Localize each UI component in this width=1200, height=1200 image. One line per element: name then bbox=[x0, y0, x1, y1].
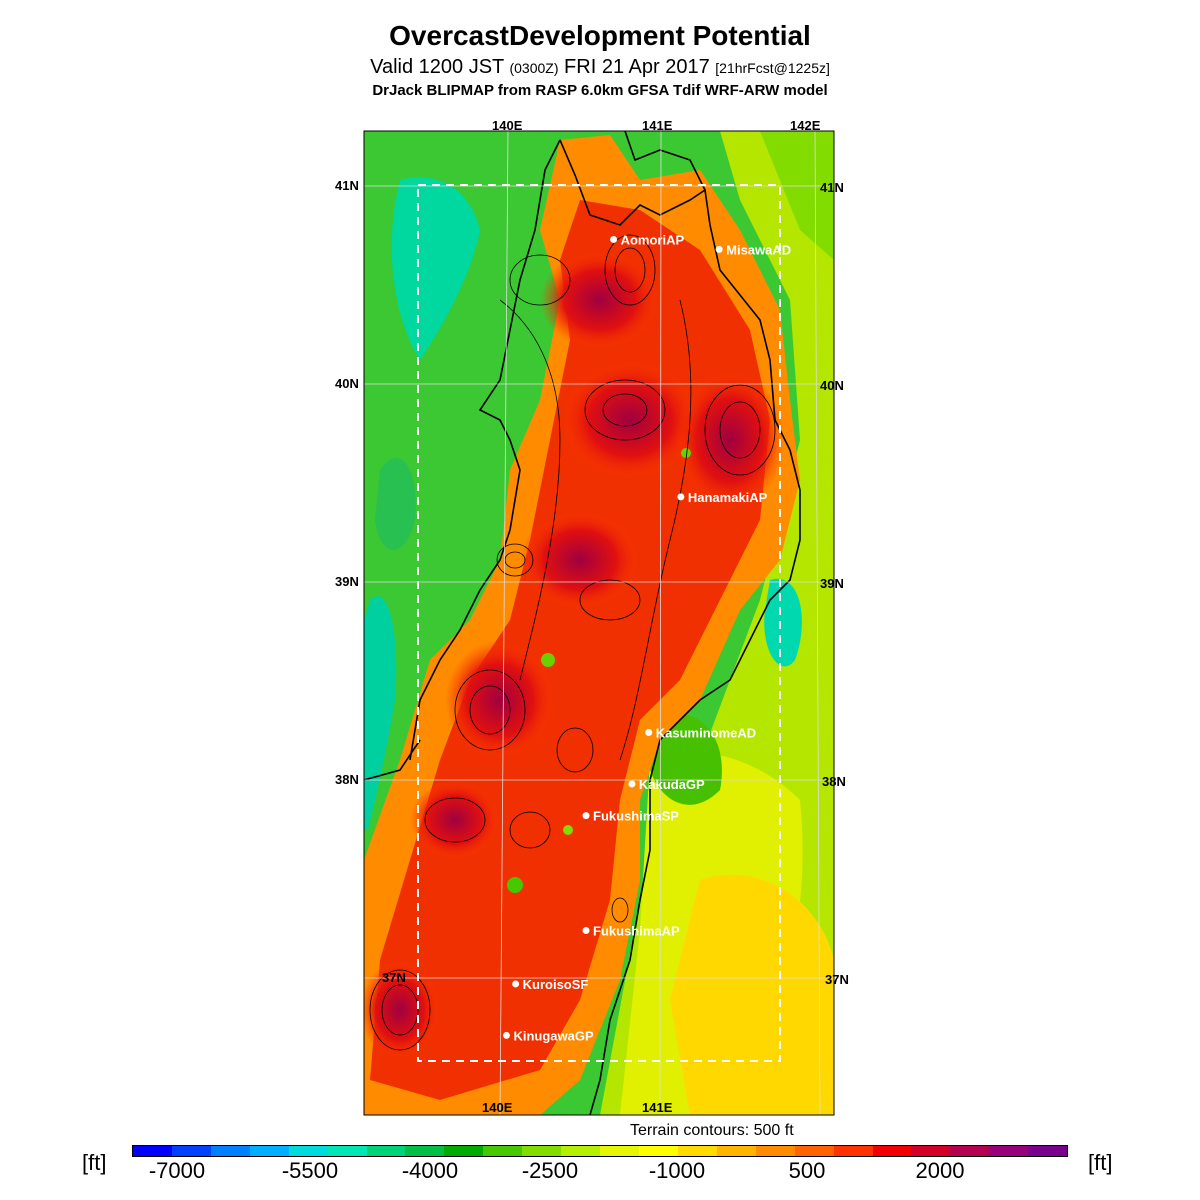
unit-label-left: [ft] bbox=[82, 1150, 107, 1175]
location-dot bbox=[582, 926, 590, 934]
location-label: KakudaGP bbox=[639, 777, 705, 792]
location-dot bbox=[628, 780, 636, 788]
location-label: HanamakiAP bbox=[688, 490, 768, 505]
lat-left-41: 41N bbox=[335, 178, 359, 193]
color-scale-swatch bbox=[249, 1146, 289, 1156]
color-scale-tick-label: 2000 bbox=[915, 1158, 965, 1183]
color-scale-swatch bbox=[327, 1146, 367, 1156]
lon-top-140: 140E bbox=[492, 118, 523, 133]
color-scale-swatch bbox=[522, 1146, 562, 1156]
location-dot bbox=[715, 245, 723, 253]
location-marker: HanamakiAP bbox=[677, 490, 768, 505]
color-scale-swatch bbox=[716, 1146, 756, 1156]
color-scale-swatch bbox=[171, 1146, 211, 1156]
lat-right-39: 39N bbox=[820, 576, 844, 591]
color-scale-swatch bbox=[755, 1146, 795, 1156]
location-dot bbox=[677, 493, 685, 501]
graticule bbox=[364, 130, 834, 1116]
lon-bottom-141: 141E bbox=[642, 1100, 673, 1115]
color-scale-tick-label: -5500 bbox=[281, 1158, 339, 1183]
location-dot bbox=[502, 1031, 510, 1039]
color-scale-swatch bbox=[989, 1146, 1029, 1156]
lat-right-40: 40N bbox=[820, 378, 844, 393]
location-marker: FukushimaAP bbox=[582, 923, 680, 938]
lat-right-38: 38N bbox=[822, 774, 846, 789]
color-scale-swatch bbox=[1028, 1146, 1068, 1156]
location-label: AomoriAP bbox=[621, 232, 685, 247]
color-scale-swatch bbox=[561, 1146, 601, 1156]
inner-domain-box bbox=[417, 184, 781, 1062]
location-label: KinugawaGP bbox=[513, 1028, 594, 1043]
map-frame bbox=[363, 130, 835, 1116]
location-dot bbox=[610, 235, 618, 243]
color-scale-tick-label: 500 bbox=[788, 1158, 826, 1183]
lat-left-39: 39N bbox=[335, 574, 359, 589]
color-scale-swatch bbox=[794, 1146, 834, 1156]
color-scale-swatch bbox=[911, 1146, 951, 1156]
color-scale-swatch bbox=[483, 1146, 523, 1156]
lat-left-37: 37N bbox=[382, 970, 406, 985]
lon-top-141: 141E bbox=[642, 118, 673, 133]
location-marker: KakudaGP bbox=[628, 777, 705, 792]
color-scale-swatch bbox=[872, 1146, 912, 1156]
location-label: MisawaAD bbox=[726, 242, 791, 257]
model-description: DrJack BLIPMAP from RASP 6.0km GFSA Tdif… bbox=[372, 82, 828, 99]
color-scale-tick-label: -2500 bbox=[521, 1158, 579, 1183]
color-scale-swatch bbox=[405, 1146, 445, 1156]
location-label: KuroisoSF bbox=[523, 977, 589, 992]
map-subtitle: Valid 1200 JST (0300Z) FRI 21 Apr 2017 [… bbox=[370, 56, 830, 78]
color-scale-swatch bbox=[210, 1146, 250, 1156]
location-marker: AomoriAP bbox=[610, 232, 684, 247]
location-dot bbox=[645, 728, 653, 736]
color-scale-swatch bbox=[444, 1146, 484, 1156]
lat-right-41: 41N bbox=[820, 180, 844, 195]
color-scale-bar bbox=[132, 1145, 1068, 1157]
lat-left-40: 40N bbox=[335, 376, 359, 391]
location-marker: FukushimaSP bbox=[582, 809, 679, 824]
color-scale-swatch bbox=[833, 1146, 873, 1156]
color-scale-swatch bbox=[600, 1146, 639, 1156]
location-marker: KuroisoSF bbox=[512, 977, 588, 992]
color-scale-swatch bbox=[133, 1146, 172, 1156]
location-marker: MisawaAD bbox=[715, 242, 791, 257]
color-scale-swatch bbox=[677, 1146, 717, 1156]
color-scale-swatch bbox=[638, 1146, 678, 1156]
lon-bottom-140: 140E bbox=[482, 1100, 513, 1115]
coastline bbox=[364, 131, 801, 1115]
location-label: FukushimaSP bbox=[593, 809, 679, 824]
color-scale-tick-label: -4000 bbox=[401, 1158, 459, 1183]
color-scale-swatch bbox=[366, 1146, 406, 1156]
unit-label-right: [ft] bbox=[1088, 1150, 1113, 1175]
lat-right-37: 37N bbox=[825, 972, 849, 987]
location-label: FukushimaAP bbox=[593, 923, 680, 938]
location-dot bbox=[582, 812, 590, 820]
location-marker: KinugawaGP bbox=[502, 1028, 594, 1043]
color-scale-tick-label: -1000 bbox=[648, 1158, 706, 1183]
map-field bbox=[364, 131, 834, 1115]
terrain-contour-note: Terrain contours: 500 ft bbox=[630, 1122, 794, 1139]
location-marker: KasuminomeAD bbox=[645, 725, 756, 740]
lat-left-38: 38N bbox=[335, 772, 359, 787]
lon-top-142: 142E bbox=[790, 118, 821, 133]
color-scale-swatch bbox=[950, 1146, 990, 1156]
location-dot bbox=[512, 980, 520, 988]
location-label: KasuminomeAD bbox=[656, 725, 756, 740]
color-scale-swatch bbox=[288, 1146, 328, 1156]
terrain-contours bbox=[369, 234, 776, 1051]
color-scale-tick-label: -7000 bbox=[148, 1158, 206, 1183]
location-markers: AomoriAP MisawaAD HanamakiAP KasuminomeAD Ka… bbox=[502, 232, 791, 1043]
map-title: OvercastDevelopment Potential bbox=[389, 20, 811, 51]
